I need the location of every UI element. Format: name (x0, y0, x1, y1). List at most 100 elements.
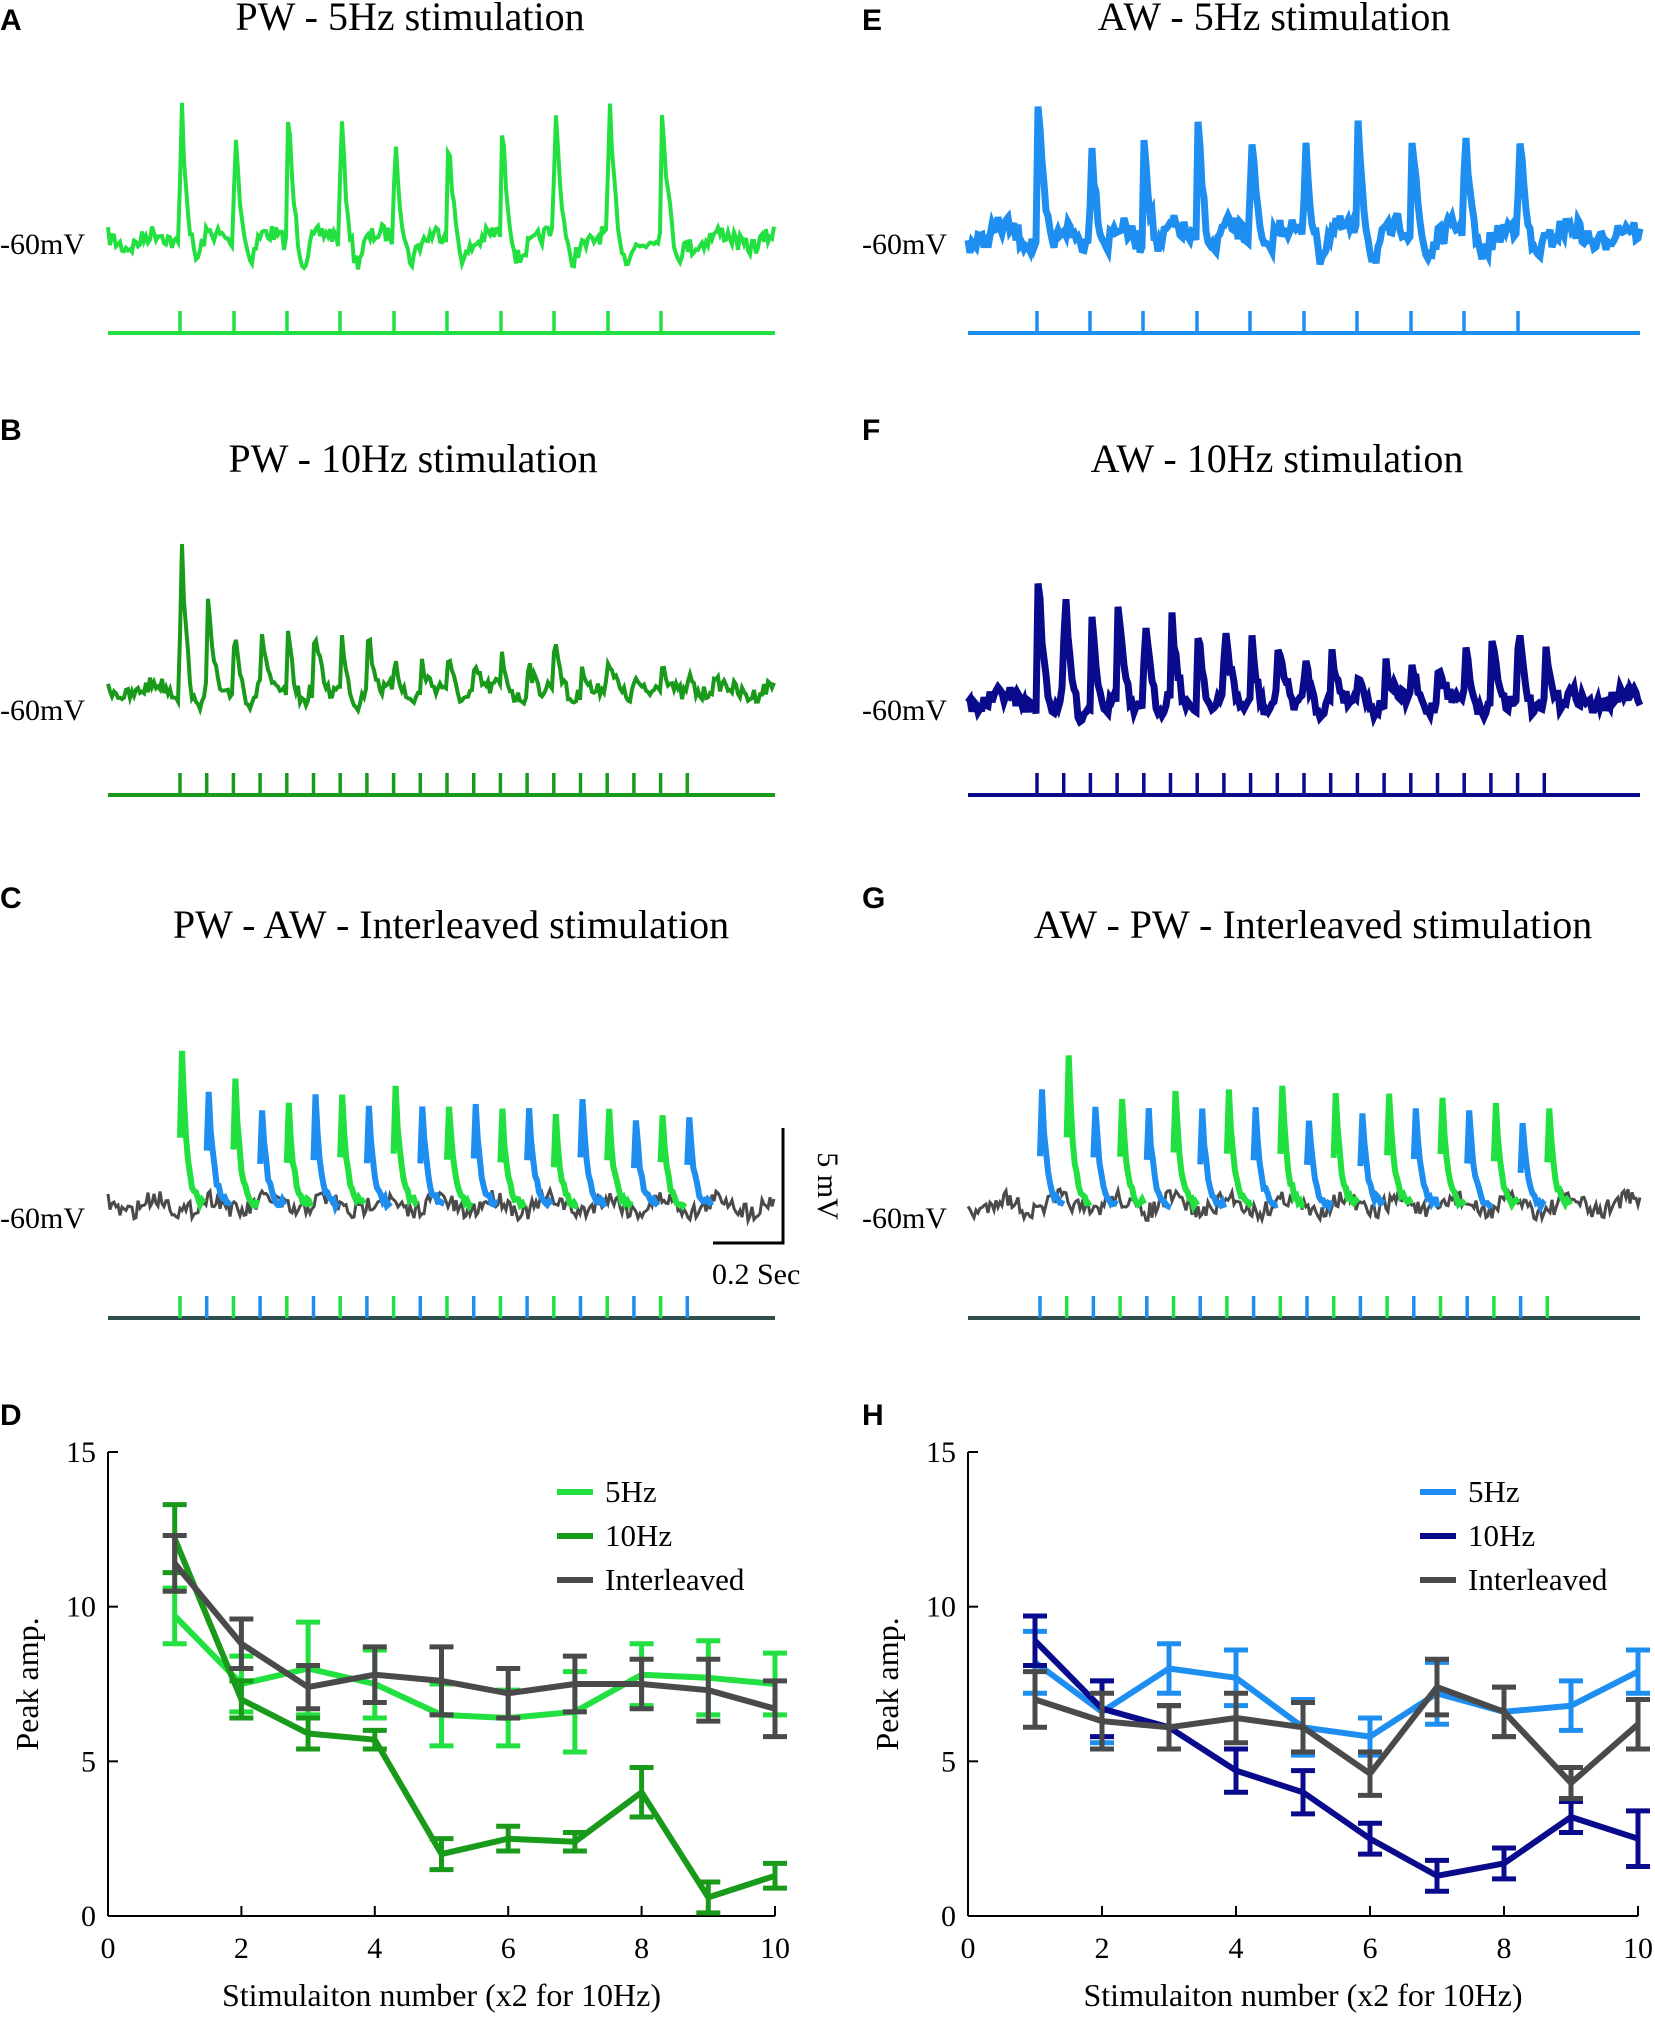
mv-label-g: -60mV (862, 1202, 947, 1235)
stim-g-response (1544, 1108, 1574, 1211)
data-point (572, 1681, 578, 1687)
chart-h: 0 5 10 15 0 2 4 6 8 10 Stimulaiton number (x2 for … (869, 1436, 1653, 2013)
x-tick-label: 6 (501, 1932, 516, 1965)
mv-label-a: -60mV (0, 228, 85, 261)
data-point (1032, 1638, 1038, 1644)
error-bar (629, 1765, 654, 1820)
error-bar (362, 1644, 387, 1706)
data-point (1233, 1715, 1239, 1721)
data-point (1233, 1768, 1239, 1774)
stim-c-response (524, 1108, 554, 1210)
error-bar (1559, 1678, 1583, 1733)
error-bar (162, 1585, 187, 1647)
stim-c-response (177, 1050, 207, 1213)
error-bar (162, 1533, 187, 1594)
error-bar (1224, 1746, 1248, 1795)
data-point (372, 1737, 378, 1743)
data-point (1367, 1771, 1373, 1777)
error-bar (1157, 1641, 1181, 1696)
data-point (1367, 1836, 1373, 1842)
stim-c-response (497, 1108, 528, 1211)
data-point (238, 1641, 244, 1647)
series-line (172, 1613, 776, 1721)
stim-g-response (1063, 1055, 1093, 1207)
x-tick-label: 0 (961, 1932, 976, 1965)
x-tick-label: 4 (367, 1932, 382, 1965)
scale-bar-horizontal-label: 0.2 Sec (712, 1258, 800, 1291)
stim-g-response (1117, 1098, 1147, 1209)
error-bar (362, 1727, 387, 1752)
chart-d: 0 5 10 15 0 2 4 6 8 10 Stimulaiton number (x2 for … (9, 1436, 790, 2013)
stim-g-response (1304, 1120, 1334, 1213)
data-point (772, 1706, 778, 1712)
stim-c-response (444, 1106, 474, 1213)
x-tick-label: 2 (234, 1932, 249, 1965)
stim-g-response (1143, 1108, 1172, 1211)
stim-c-baseline-trace (106, 1185, 776, 1227)
mv-label-f: -60mV (862, 694, 947, 727)
y-tick-label: 5 (81, 1745, 96, 1778)
legend-label: 10Hz (605, 1518, 672, 1553)
trace-e (964, 106, 1644, 269)
x-axis-label: Stimulaiton number (x2 for 10Hz) (222, 1977, 661, 2013)
error-bar (763, 1678, 787, 1740)
data-point (1501, 1709, 1507, 1715)
panel-title-c: PW - AW - Interleaved stimulation (173, 902, 729, 947)
legend: 5Hz 10Hz Interleaved (557, 1474, 745, 1597)
x-axis-label: Stimulaiton number (x2 for 10Hz) (1083, 1977, 1522, 2013)
legend-label: 5Hz (605, 1474, 657, 1509)
stim-c-response (390, 1085, 420, 1208)
error-bar (1023, 1613, 1047, 1668)
series-line (171, 1537, 776, 1901)
panel-letter-f: F (862, 414, 880, 447)
data-point (1568, 1703, 1574, 1709)
x-tick-label: 0 (101, 1932, 116, 1965)
panel-title-a: PW - 5Hz stimulation (235, 0, 584, 39)
data-point (572, 1839, 578, 1845)
series-interleaved (1023, 1656, 1650, 1801)
error-bar (1358, 1820, 1382, 1857)
error-bar (429, 1836, 454, 1873)
stim-g-response (1223, 1089, 1254, 1208)
stim-c-response (684, 1117, 715, 1207)
error-bar (1090, 1690, 1114, 1752)
y-axis-label: Peak amp. (869, 1617, 905, 1750)
error-bar (1492, 1845, 1516, 1882)
x-tick-label: 8 (1497, 1932, 1512, 1965)
trace-b (106, 543, 776, 717)
mv-label-e: -60mV (862, 228, 947, 261)
y-tick-label: 15 (66, 1436, 96, 1469)
panel-letter-c: C (0, 882, 22, 915)
stim-c-response (630, 1120, 661, 1208)
legend-label: Interleaved (1468, 1562, 1608, 1597)
panel-title-g: AW - PW - Interleaved stimulation (1034, 902, 1593, 947)
error-bar (429, 1644, 454, 1718)
series-interleaved (162, 1533, 787, 1740)
legend-label: 5Hz (1468, 1474, 1520, 1509)
error-bar (696, 1879, 721, 1916)
error-bar (229, 1616, 254, 1672)
error-bar (1291, 1700, 1315, 1755)
panel-letter-d: D (0, 1399, 22, 1432)
legend-label: Interleaved (605, 1562, 745, 1597)
panel-letter-e: E (862, 4, 882, 37)
data-point (1099, 1718, 1105, 1724)
stim-c-response (417, 1106, 446, 1207)
stim-c-response (203, 1091, 233, 1207)
error-bar (763, 1860, 787, 1891)
stim-c-response (470, 1103, 499, 1209)
series-line (172, 1561, 776, 1712)
stim-c-response (577, 1099, 608, 1208)
panel-letter-g: G (862, 882, 885, 915)
data-point (1166, 1666, 1172, 1672)
legend: 5Hz 10Hz Interleaved (1420, 1474, 1608, 1597)
data-point (1166, 1724, 1172, 1730)
stim-g-response (1357, 1113, 1386, 1209)
data-point (1635, 1836, 1641, 1842)
series-5hz (1023, 1628, 1650, 1758)
error-bar (696, 1656, 721, 1724)
error-bar (629, 1656, 654, 1712)
error-bar (296, 1715, 321, 1752)
y-tick-label: 5 (941, 1745, 956, 1778)
